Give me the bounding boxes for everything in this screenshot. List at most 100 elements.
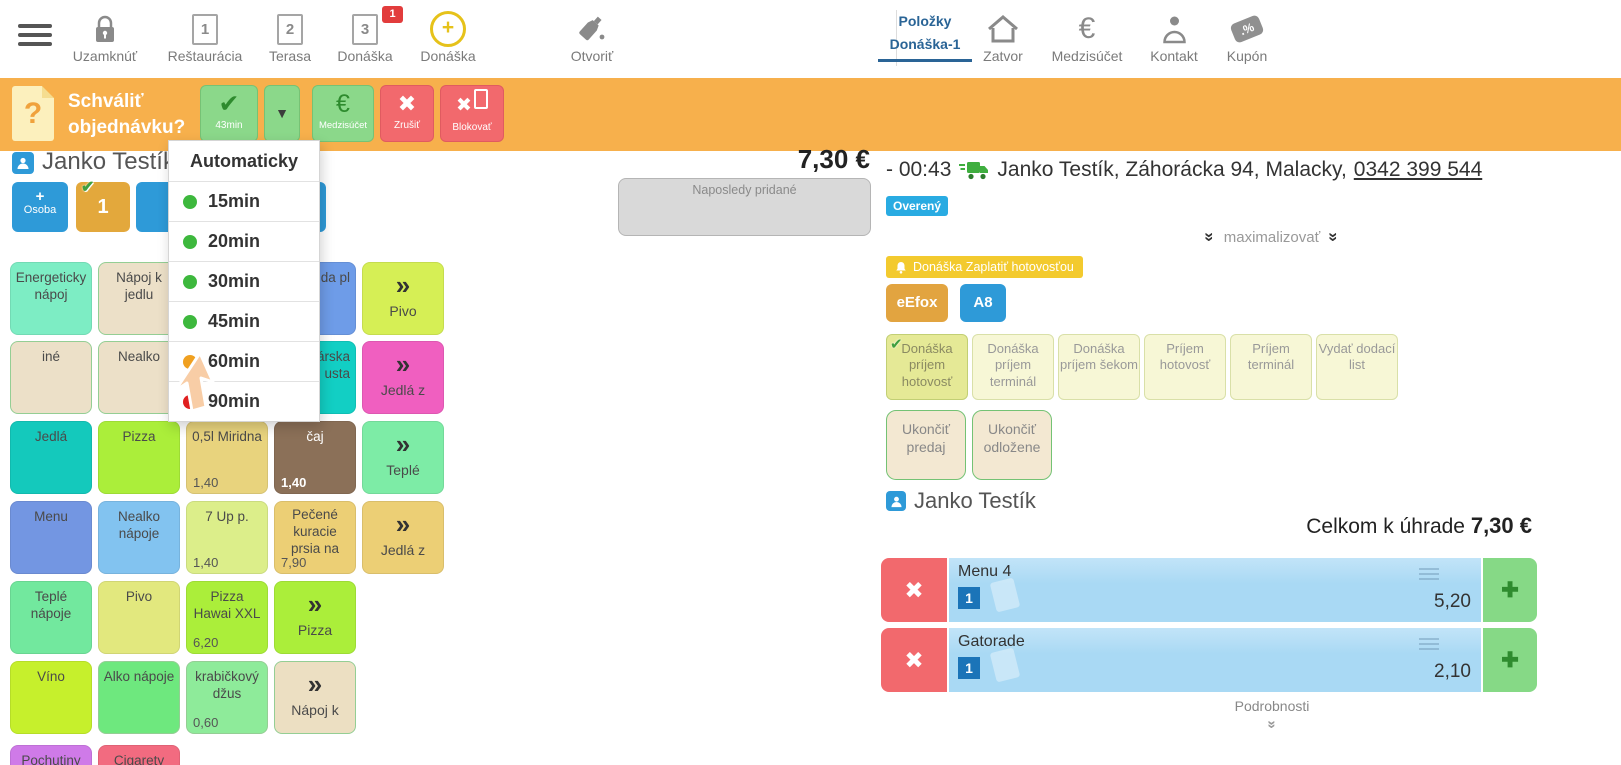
euro-icon: € <box>1078 12 1096 45</box>
bill-item[interactable]: Menu 4 1 5,20 <box>949 558 1481 622</box>
block-customer-button[interactable]: ✖ Blokovať <box>440 85 504 142</box>
person-count-button[interactable]: ✔ 1 <box>76 180 130 232</box>
subtotal-approval-button[interactable]: € Medzisúčet <box>312 85 374 142</box>
product-button[interactable]: Nápoj k jedlu <box>98 262 180 335</box>
product-button[interactable]: Pečené kuracie prsia na 7,90 <box>274 501 356 574</box>
category-button[interactable]: » Nápoj k <box>274 661 356 734</box>
bill-item[interactable]: Gatorade 1 2,10 <box>949 628 1481 692</box>
product-button[interactable]: krabičkový džus 0,60 <box>186 661 268 734</box>
product-button[interactable]: Víno <box>10 661 92 734</box>
product-button[interactable]: Energeticky nápoj <box>10 262 92 335</box>
menu-item-30min[interactable]: 30min <box>169 261 319 301</box>
maximize-toggle[interactable]: » maximalizovať » <box>1201 228 1344 246</box>
verified-badge: Overený <box>886 196 949 216</box>
bill-customer-name: Janko Testík <box>914 488 1036 513</box>
x-icon: ✖ <box>904 646 924 673</box>
house-icon <box>963 10 1043 48</box>
menu-item-45min[interactable]: 45min <box>169 301 319 341</box>
product-button[interactable]: iné <box>10 341 92 414</box>
add-person-button[interactable]: + Osoba <box>12 182 68 232</box>
customer-phone-link[interactable]: 0342 399 544 <box>1353 158 1483 181</box>
product-button[interactable]: Pizza Hawai XXL 6,20 <box>186 581 268 654</box>
product-button[interactable]: Alko nápoje <box>98 661 180 734</box>
add-item-button[interactable]: ✚ <box>1483 628 1537 692</box>
item-quantity-badge: 1 <box>958 587 980 609</box>
product-button[interactable]: Teplé nápoje <box>10 581 92 654</box>
delivery-terminal-payment-button[interactable]: Donáška príjem terminál <box>972 334 1054 400</box>
remove-item-button[interactable]: ✖ <box>881 628 947 692</box>
product-button[interactable]: Pivo <box>98 581 180 654</box>
lock-button[interactable]: Uzamknúť <box>60 10 150 64</box>
menu-item-20min[interactable]: 20min <box>169 221 319 261</box>
double-chevron-icon: » <box>307 589 323 619</box>
delivery-note-button[interactable]: Vydať dodací list <box>1316 334 1398 400</box>
category-button[interactable]: » Teplé <box>362 421 444 494</box>
phone-icon <box>473 89 488 109</box>
menu-item-automaticky[interactable]: Automaticky <box>189 151 299 171</box>
plus-icon: + <box>35 188 45 205</box>
category-button[interactable]: » Pivo <box>362 262 444 335</box>
drag-handle-icon[interactable] <box>1419 638 1439 653</box>
tab-items-delivery[interactable]: Položky Donáška-1 <box>878 10 972 62</box>
double-chevron-down-icon: » <box>1201 232 1221 242</box>
delivery-3-button[interactable]: 3 1 Donáška <box>325 6 405 64</box>
category-button[interactable]: » Jedlá z <box>362 341 444 414</box>
product-button[interactable]: Pizza <box>98 421 180 494</box>
delivery-cheque-payment-button[interactable]: Donáška príjem šekom <box>1058 334 1140 400</box>
new-delivery-button[interactable]: + Donáška <box>408 10 488 64</box>
terminal-payment-button[interactable]: Príjem terminál <box>1230 334 1312 400</box>
add-item-button[interactable]: ✚ <box>1483 558 1537 622</box>
drag-handle-icon[interactable] <box>1419 568 1439 583</box>
menu-item-60min[interactable]: 60min <box>169 341 319 381</box>
category-button[interactable]: » Jedlá z <box>362 501 444 574</box>
remove-item-button[interactable]: ✖ <box>881 558 947 622</box>
product-price: 6,20 <box>193 635 219 650</box>
terrace-button[interactable]: 2 Terasa <box>250 10 330 64</box>
product-button[interactable]: Menu <box>10 501 92 574</box>
customer-address: Janko Testík, Záhorácka 94, Malacky, <box>997 158 1347 181</box>
details-toggle[interactable]: Podrobnosti » <box>1152 698 1392 733</box>
efox-device-button[interactable]: eEfox <box>886 284 948 322</box>
close-table-button[interactable]: Zatvor <box>963 10 1043 64</box>
product-button[interactable]: Cigarety <box>98 745 180 765</box>
item-quantity-badge: 1 <box>958 657 980 679</box>
product-button[interactable]: Pochutiny <box>10 745 92 765</box>
menu-item-15min[interactable]: 15min <box>169 181 319 221</box>
product-price: 7,90 <box>281 555 307 570</box>
lock-icon <box>60 10 150 48</box>
customer-icon <box>12 152 34 174</box>
open-button[interactable]: Otvoriť <box>552 10 632 64</box>
double-chevron-icon: » <box>395 349 411 379</box>
time-dropdown-button[interactable]: ▼ <box>264 85 300 142</box>
coupon-button[interactable]: .% Kupón <box>1207 10 1287 64</box>
product-button[interactable]: 7 Up p. 1,40 <box>186 501 268 574</box>
category-button[interactable]: » Pizza <box>274 581 356 654</box>
approval-question: Schváliť objednávku? <box>68 91 186 138</box>
restaurant-button[interactable]: 1 Reštaurácia <box>155 10 255 64</box>
product-button[interactable]: čaj 1,40 <box>274 421 356 494</box>
cash-payment-button[interactable]: Príjem hotovosť <box>1144 334 1226 400</box>
product-price: 0,60 <box>193 715 219 730</box>
slot-3-icon: 3 <box>352 13 378 45</box>
plus-circle-icon: + <box>430 11 466 47</box>
subtotal-button[interactable]: € Medzisúčet <box>1037 10 1137 64</box>
double-chevron-down-icon: » <box>1263 720 1281 729</box>
delivery-cash-payment-button[interactable]: ✔ Donáška príjem hotovosť <box>886 334 968 400</box>
menu-icon[interactable] <box>18 24 52 50</box>
finish-sale-button[interactable]: Ukončiť predaj <box>886 410 966 480</box>
double-chevron-icon: » <box>395 429 411 459</box>
product-button[interactable]: 0,5l Miridna 1,40 <box>186 421 268 494</box>
bill-item-row: ✖ Menu 4 1 5,20 ✚ <box>881 558 1537 622</box>
finish-deferred-button[interactable]: Ukončiť odložene <box>972 410 1052 480</box>
bottle-icon <box>552 10 632 48</box>
product-button[interactable]: Jedlá <box>10 421 92 494</box>
approve-order-button[interactable]: ✔ 43min <box>200 85 258 142</box>
x-icon: ✖ <box>904 576 924 603</box>
slot-1-icon: 1 <box>192 13 218 45</box>
contact-button[interactable]: Kontakt <box>1134 10 1214 64</box>
a8-device-button[interactable]: A8 <box>960 284 1006 322</box>
double-chevron-down-icon: » <box>1324 232 1344 242</box>
cancel-order-button[interactable]: ✖ Zrušiť <box>380 85 434 142</box>
product-button[interactable]: Nealko nápoje <box>98 501 180 574</box>
